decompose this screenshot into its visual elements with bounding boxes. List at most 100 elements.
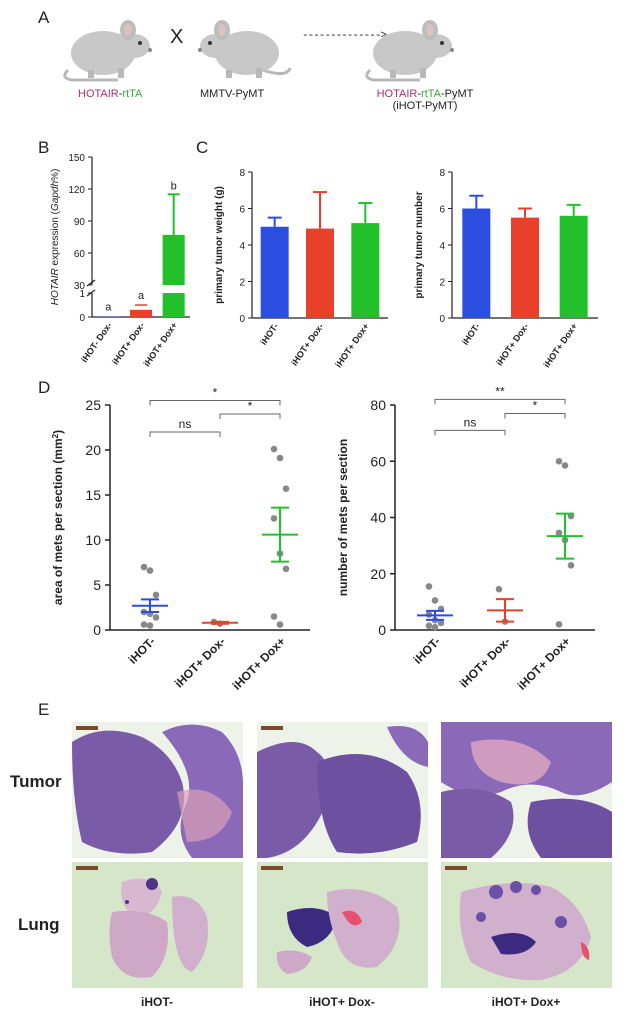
c2-x-tick-label: iHOT- — [460, 321, 482, 346]
d2-data-point — [425, 622, 433, 630]
b-y-tick-label: 60 — [74, 249, 86, 260]
offspring-line-name: (iHOT-PyMT) — [392, 100, 458, 112]
d2-y-tick-label: 0 — [378, 622, 386, 638]
panel-a-mouse-1 — [63, 20, 152, 82]
offspring-hotair: HOTAIR — [376, 88, 418, 100]
c2-y-tick-label: 6 — [439, 205, 445, 216]
row-label-tumor: Tumor — [10, 772, 62, 791]
d1-comparison-label: * — [213, 386, 218, 400]
d1-x-tick-label: iHOT- — [126, 634, 159, 667]
d2-x-tick-label: iHOT+ Dox- — [457, 634, 513, 690]
d1-comparison-label: ns — [179, 417, 192, 431]
d1-comparison-bracket — [219, 413, 281, 419]
d2-comparison-label: ns — [464, 415, 477, 429]
d1-data-point — [276, 454, 284, 462]
parent1-genotype: HOTAIR-rtTA — [78, 88, 142, 100]
histology-lung-dox-plus — [441, 862, 612, 988]
d2-comparison-bracket — [434, 429, 506, 436]
d2-data-point — [555, 529, 563, 537]
col-label-dox-plus: iHOT+ Dox+ — [491, 995, 561, 1009]
c2-y-tick-label: 8 — [439, 168, 445, 179]
d1-x-tick-label: iHOT+ Dox+ — [230, 634, 288, 692]
d1-data-point — [276, 621, 284, 628]
d1-x-tick-label: iHOT+ Dox- — [172, 634, 228, 690]
d1-comparison-bracket — [149, 400, 281, 406]
d1-y-tick-label: 5 — [93, 577, 101, 593]
d2-comparison-label: ** — [495, 385, 505, 398]
c1-y-tick-label: 8 — [239, 168, 245, 179]
d1-data-point — [270, 445, 278, 453]
histology-tumor-ihot-minus — [72, 722, 243, 858]
c1-y-tick-label: 6 — [239, 205, 245, 216]
panel-a-mouse-2 — [198, 20, 292, 78]
b-bar — [130, 309, 152, 317]
histology-lung-dox-minus — [257, 862, 428, 988]
d1-y-axis-label: area of mets per section (mm2) — [51, 430, 66, 605]
d2-data-point — [431, 597, 439, 604]
offspring-genotype: HOTAIR-rtTA-PyMT (iHOT-PyMT) — [355, 88, 495, 112]
col-label-dox-minus: iHOT+ Dox- — [309, 995, 375, 1009]
c1-y-tick-label: 4 — [239, 241, 245, 252]
d1-y-tick-label: 0 — [93, 622, 101, 638]
d2-x-tick-label: iHOT+ Dox+ — [515, 634, 573, 692]
c1-bar — [306, 228, 334, 318]
d1-data-point — [282, 485, 290, 492]
d1-data-point — [140, 621, 148, 628]
col-label-ihot-minus: iHOT- — [141, 995, 173, 1009]
c1-x-tick-label: iHOT- — [258, 321, 280, 346]
parent1-sep: - — [118, 88, 123, 100]
offspring-pymt: -PyMT — [441, 88, 474, 100]
parent1-hotair: HOTAIR — [78, 88, 119, 100]
c1-bar — [351, 223, 380, 318]
panel-label-c: C — [196, 138, 209, 157]
d2-y-tick-label: 20 — [370, 566, 386, 582]
b-x-tick-label: iHOT+ Dox- — [110, 320, 146, 366]
d2-data-point — [437, 619, 445, 627]
d2-data-point — [555, 457, 563, 465]
c1-x-tick-label: iHOT+ Dox+ — [333, 321, 371, 369]
b-sig-letter: a — [138, 290, 145, 302]
d1-data-point — [152, 591, 160, 599]
chart-b-hotair-expression: 150 120 90 60 301 0 HOTAIR expression (Gapdh%)… — [50, 153, 190, 368]
d2-y-tick-label: 80 — [370, 397, 386, 413]
histology-tumor-dox-plus — [441, 722, 612, 858]
c2-y-axis-label: primary tumor number — [414, 191, 425, 298]
c1-y-axis-label: primary tumor weight (g) — [214, 186, 225, 304]
d2-comparison-bracket — [504, 412, 566, 419]
d2-y-axis-label: number of mets per section — [336, 439, 350, 596]
d1-data-point — [270, 613, 278, 620]
c2-y-tick-label: 4 — [439, 241, 445, 252]
b-y-tick-label: 150 — [68, 153, 85, 164]
d2-comparison-label: * — [533, 398, 538, 412]
c1-bar — [260, 226, 289, 318]
panel-label-d: D — [38, 378, 51, 397]
d1-data-point — [270, 515, 278, 522]
c1-y-tick-label: 2 — [239, 278, 245, 289]
parent2-genotype: MMTV-PyMT — [200, 88, 265, 100]
c2-x-tick-label: iHOT+ Dox- — [494, 321, 530, 367]
d1-comparison-bracket — [149, 431, 221, 437]
b-bar — [162, 234, 185, 285]
chart-c-tumor-number: 0 2 4 6 8 primary tumor number iHOT-iHOT+ Dox-… — [414, 168, 598, 369]
c2-y-tick-label: 2 — [439, 278, 445, 289]
d2-x-tick-label: iHOT- — [411, 634, 444, 667]
panel-label-a: A — [38, 8, 50, 27]
panel-label-e: E — [38, 700, 50, 719]
b-y-tick-label: 90 — [74, 217, 86, 228]
b-sig-letter: a — [105, 302, 112, 314]
d2-data-point — [561, 462, 569, 469]
d1-data-point — [146, 622, 154, 629]
c2-bar — [511, 217, 539, 318]
chart-c-tumor-weight: 0 2 4 6 8 primary tumor weight (g) iHOT-iHOT+ … — [214, 168, 388, 369]
d1-y-tick-label: 20 — [85, 442, 101, 458]
d1-y-tick-label: 10 — [85, 532, 101, 548]
d2-y-tick-label: 60 — [370, 453, 386, 469]
cross-arrow: --------------> — [302, 30, 387, 42]
histology-tumor-dox-minus — [257, 722, 428, 858]
panel-a-mouse-3 — [365, 20, 454, 82]
c2-bar — [462, 208, 491, 318]
row-label-lung: Lung — [18, 915, 60, 934]
d1-data-point — [146, 567, 154, 574]
d1-data-point — [152, 614, 160, 621]
